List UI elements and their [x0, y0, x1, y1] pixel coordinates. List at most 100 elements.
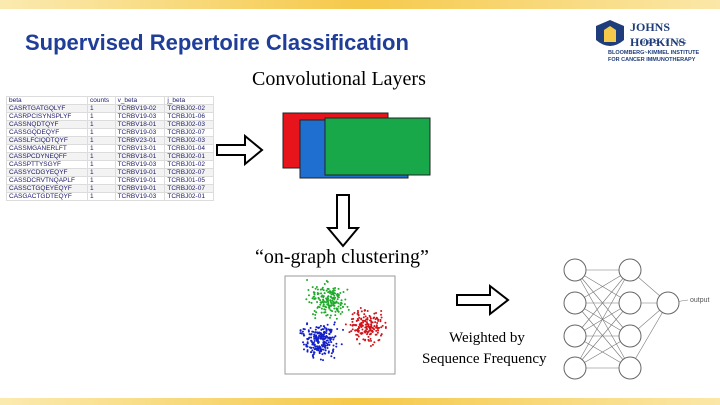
table-cell: TCRBV19-03 — [114, 192, 166, 201]
table-cell: 1 — [87, 104, 116, 113]
table-cell: TCRBJ01-06 — [164, 112, 214, 121]
scatter-point — [325, 306, 328, 309]
table-cell: 1 — [87, 192, 116, 201]
scatter-point — [362, 338, 365, 341]
scatter-point — [380, 326, 383, 329]
scatter-point — [314, 331, 317, 334]
scatter-point — [360, 323, 363, 326]
scatter-point — [314, 313, 317, 316]
scatter-point — [358, 323, 361, 326]
scatter-point — [370, 329, 373, 332]
scatter-point — [315, 326, 318, 329]
scatter-point — [374, 321, 377, 324]
logo-sub: MEDICINE — [641, 40, 690, 46]
scatter-point — [351, 320, 354, 323]
table-cell: TCRBJ02-03 — [164, 120, 214, 129]
network-node — [618, 258, 642, 282]
table-row: CASSLFCIQDTQYF 1 TCRBV23-01 TCRBJ02-03 — [6, 136, 214, 145]
scatter-point — [319, 301, 322, 304]
table-row: CASSNQDTQYF 1 TCRBV18-01 TCRBJ02-03 — [6, 120, 214, 129]
table-cell: TCRBJ02-07 — [164, 168, 214, 177]
scatter-point — [322, 328, 325, 331]
scatter-point — [322, 334, 325, 337]
scatter-point — [317, 305, 320, 308]
table-row: CASSCTGQEYEQYF 1 TCRBV19-01 TCRBJ02-07 — [6, 184, 214, 193]
table-cell: TCRBJ01-05 — [164, 176, 214, 185]
scatter-point — [346, 288, 349, 291]
scatter-point — [320, 307, 323, 310]
scatter-point — [370, 323, 373, 326]
scatter-point — [328, 304, 331, 307]
scatter-point — [313, 293, 316, 296]
scatter-point — [355, 333, 358, 336]
scatter-point — [316, 348, 319, 351]
scatter-point — [362, 316, 365, 319]
scatter-point — [356, 338, 359, 341]
scatter-point — [310, 336, 313, 339]
scatter-point — [381, 324, 384, 327]
network-node — [563, 324, 587, 348]
scatter-point — [352, 323, 355, 326]
scatter-point — [308, 333, 311, 336]
scatter-point — [318, 326, 321, 329]
scatter-point — [323, 340, 326, 343]
scatter-point — [357, 327, 360, 330]
scatter-point — [329, 299, 332, 302]
scatter-point — [331, 310, 334, 313]
table-row: CASRPCISYNSPLYF 1 TCRBV19-03 TCRBJ01-06 — [6, 112, 214, 121]
scatter-point — [313, 298, 316, 301]
scatter-point — [351, 328, 354, 331]
scatter-point — [317, 340, 320, 343]
scatter-point — [314, 345, 317, 348]
table-row: CASGACTGDTEQYF 1 TCRBV19-03 TCRBJ02-01 — [6, 192, 214, 201]
scatter-point — [359, 306, 362, 309]
scatter-point — [332, 350, 335, 353]
scatter-point — [333, 307, 336, 310]
table-row: CASSDCRVTNQAPLF 1 TCRBV19-01 TCRBJ01-05 — [6, 176, 214, 185]
table-cell: TCRBJ02-07 — [164, 184, 214, 193]
scatter-point — [375, 311, 378, 314]
scatter-point — [326, 344, 329, 347]
scatter-point — [330, 352, 333, 355]
scatter-point — [331, 349, 334, 352]
scatter-point — [311, 330, 314, 333]
scatter-point — [333, 294, 336, 297]
scatter-point — [337, 302, 340, 305]
table-header: beta counts v_beta j_beta — [6, 96, 214, 105]
scatter-point — [326, 346, 329, 349]
scatter-point — [320, 336, 323, 339]
table-cell: 1 — [87, 184, 116, 193]
scatter-point — [317, 337, 320, 340]
scatter-point — [319, 299, 322, 302]
table-cell: 1 — [87, 168, 116, 177]
scatter-point — [380, 309, 383, 312]
scatter-point — [305, 298, 308, 301]
scatter-point — [314, 328, 317, 331]
scatter-point — [376, 321, 379, 324]
scatter-point — [366, 328, 369, 331]
scatter-point — [321, 345, 324, 348]
table-cell: TCRBV19-01 — [114, 168, 166, 177]
scatter-point — [336, 298, 339, 301]
table-cell: 1 — [87, 120, 116, 129]
table-cell: CASRTGATGQLYF — [6, 104, 88, 113]
scatter-point — [320, 332, 323, 335]
scatter-point — [340, 299, 343, 302]
scatter-point — [322, 343, 325, 346]
scatter-point — [330, 302, 333, 305]
scatter-point — [342, 305, 345, 308]
scatter-point — [335, 345, 338, 348]
table-cell: j_beta — [164, 96, 214, 105]
scatter-point — [323, 352, 326, 355]
scatter-point — [375, 333, 378, 336]
scatter-point — [341, 310, 344, 313]
scatter-point — [327, 328, 330, 331]
scatter-point — [323, 282, 326, 285]
scatter-point — [352, 317, 355, 320]
scatter-point — [384, 325, 387, 328]
scatter-point — [339, 312, 342, 315]
scatter-point — [327, 301, 330, 304]
table-cell: CASSPCDYNEQFF — [6, 152, 88, 161]
scatter-point — [316, 332, 319, 335]
